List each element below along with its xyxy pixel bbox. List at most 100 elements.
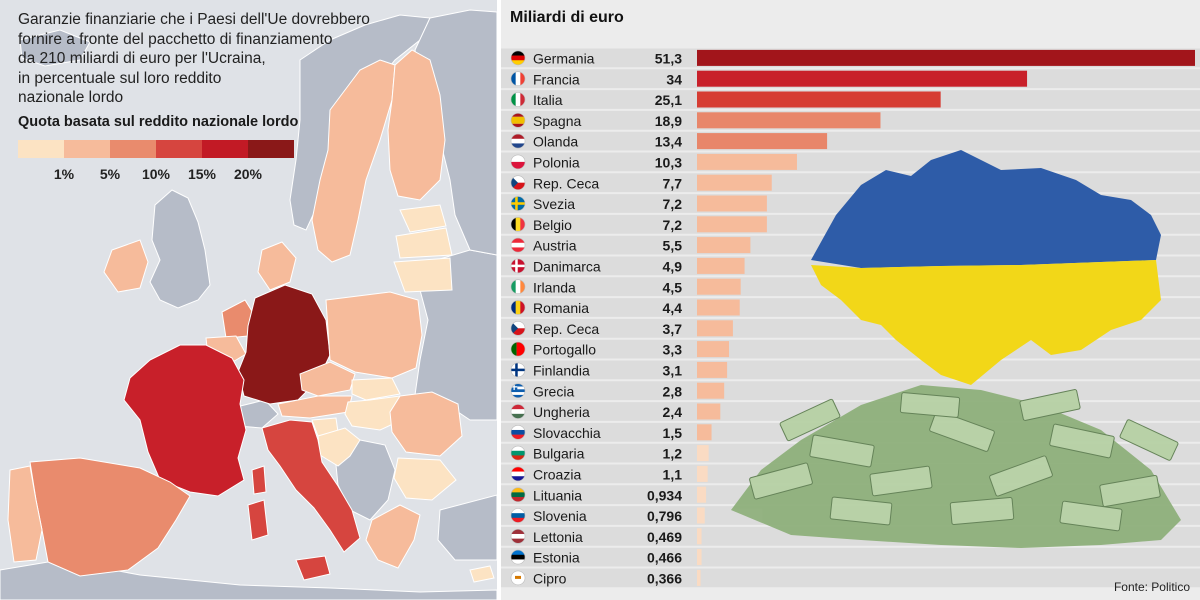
country-label: Belgio — [533, 217, 572, 233]
country-label: Grecia — [533, 383, 574, 399]
map-france — [123, 344, 247, 497]
country-label: Cipro — [533, 571, 567, 587]
ireland-flag-icon — [511, 279, 525, 294]
flag-ring — [510, 341, 526, 357]
map-iceland — [19, 29, 91, 67]
country-label: Austria — [533, 238, 577, 254]
map-lithuania — [393, 257, 453, 293]
country-label: Ungheria — [533, 404, 590, 420]
czech-flag-icon — [511, 321, 525, 336]
map-portugal — [7, 465, 43, 563]
czech-flag-icon — [511, 175, 525, 190]
legend-swatch — [202, 140, 248, 158]
map-romania — [389, 391, 463, 457]
bar — [697, 216, 767, 233]
value-label: 0,469 — [647, 529, 682, 545]
bar — [697, 299, 740, 316]
decorative-illustration — [731, 150, 1181, 548]
flag-ring — [510, 237, 526, 253]
hungary-flag-icon — [511, 404, 525, 419]
bar — [697, 361, 728, 378]
bar — [697, 278, 741, 295]
map-title-line: fornire a fronte del pacchetto di finanz… — [18, 30, 333, 48]
country-label: Portogallo — [533, 342, 596, 358]
map-denmark — [257, 241, 297, 291]
value-label: 3,3 — [663, 342, 683, 358]
bar — [697, 382, 725, 399]
map-slovakia — [351, 377, 401, 401]
spain-flag-icon — [511, 113, 525, 128]
map-ireland — [103, 239, 149, 293]
flag-ring — [510, 92, 526, 107]
bar — [697, 195, 767, 212]
value-label: 1,2 — [663, 446, 683, 462]
value-label: 7,2 — [663, 196, 683, 212]
country-label: Lettonia — [533, 529, 583, 545]
bar-row: Olanda 13,4 — [501, 131, 1200, 151]
legend-swatch — [110, 140, 156, 158]
country-label: Slovacchia — [533, 425, 601, 441]
value-label: 18,9 — [655, 113, 682, 129]
value-label: 25,1 — [655, 92, 682, 108]
country-label: Slovenia — [533, 508, 587, 524]
bar-row: Estonia 0,466 — [501, 547, 1200, 567]
value-label: 7,2 — [663, 217, 683, 233]
legend-swatch — [156, 140, 202, 158]
belgium-flag-icon — [511, 217, 525, 232]
flag-ring — [510, 383, 526, 399]
bar-row: Italia 25,1 — [501, 90, 1200, 109]
romania-flag-icon — [511, 300, 525, 315]
value-label: 0,796 — [647, 508, 682, 524]
bar — [697, 133, 828, 150]
bar — [697, 403, 721, 420]
value-label: 5,5 — [663, 238, 683, 254]
flag-ring — [510, 113, 526, 128]
value-label: 4,5 — [663, 279, 683, 295]
value-label: 0,934 — [647, 487, 682, 503]
legend-label: 20% — [233, 166, 263, 182]
map-sardinia — [247, 499, 269, 541]
map-title-line: nazionale lordo — [18, 89, 124, 106]
row-band — [501, 131, 1200, 151]
flag-ring — [510, 528, 526, 544]
row-band — [501, 381, 1200, 401]
bar-row: Rep. Ceca 7,7 — [501, 173, 1200, 193]
flag-ring — [510, 50, 526, 66]
chart-title: Miliardi di euro — [510, 9, 624, 26]
country-label: Francia — [533, 71, 580, 87]
bar-row: Grecia 2,8 — [501, 381, 1200, 401]
bar — [697, 445, 709, 462]
legend-label: 1% — [53, 166, 75, 182]
flag-ring — [510, 300, 526, 315]
country-label: Italia — [533, 92, 563, 108]
bar — [697, 465, 708, 482]
value-label: 13,4 — [655, 134, 682, 150]
ukraine-map-illustration — [811, 150, 1161, 385]
flag-ring — [510, 404, 526, 419]
country-label: Lituania — [533, 487, 582, 503]
map-estonia — [399, 204, 447, 233]
country-label: Bulgaria — [533, 446, 585, 462]
map-cyprus — [469, 565, 495, 583]
value-label: 3,1 — [663, 363, 683, 379]
legend-swatch — [64, 140, 110, 158]
map-sicily — [295, 555, 331, 581]
denmark-flag-icon — [511, 258, 525, 273]
flag-ring — [510, 570, 526, 586]
country-label: Romania — [533, 300, 589, 316]
country-label: Irlanda — [533, 279, 576, 295]
value-label: 4,4 — [663, 300, 683, 316]
row-band — [501, 339, 1200, 359]
bar — [697, 237, 751, 254]
country-label: Rep. Ceca — [533, 321, 599, 337]
map-corsica — [251, 465, 267, 495]
bar — [697, 70, 1028, 87]
legend-swatch — [248, 140, 294, 158]
netherlands-flag-icon — [511, 134, 525, 149]
bar — [697, 320, 733, 337]
map-panel: Garanzie finanziarie che i Paesi dell'Ue… — [0, 0, 497, 600]
slovakia-flag-icon — [511, 425, 525, 440]
slovenia-flag-icon — [511, 508, 525, 523]
europe-map — [0, 9, 497, 600]
